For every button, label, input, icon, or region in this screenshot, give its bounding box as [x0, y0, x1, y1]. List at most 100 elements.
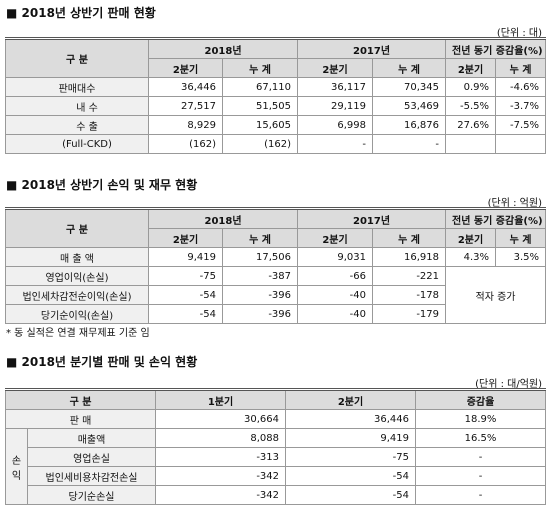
header-cell: 1분기: [155, 389, 287, 410]
header-cell: 2018년: [147, 208, 299, 229]
data-cell: -: [415, 466, 547, 486]
row-label: 법인세비용차감전손실: [26, 466, 157, 486]
data-cell: 36,117: [297, 77, 374, 97]
data-cell: -3.7%: [495, 96, 547, 116]
data-cell: 8,929: [148, 115, 223, 135]
data-cell: 53,469: [372, 96, 447, 116]
data-cell: -: [372, 134, 447, 154]
data-cell: 30,664: [155, 409, 287, 429]
data-cell: 18.9%: [415, 409, 547, 429]
header-cell: 구 분: [5, 38, 149, 78]
data-cell: 6,998: [297, 115, 374, 135]
data-cell: 9,419: [285, 428, 417, 448]
data-cell: -178: [372, 285, 447, 305]
row-label: 내 수: [5, 96, 149, 116]
data-cell: 51,505: [221, 96, 299, 116]
data-cell: -75: [285, 447, 417, 467]
row-label: 영업이익(손실): [5, 266, 149, 286]
header-cell: 2017년: [297, 208, 447, 229]
data-cell: -4.6%: [495, 77, 547, 97]
data-cell: -40: [297, 285, 374, 305]
header-cell: 누 계: [372, 58, 447, 78]
header-cell: 2017년: [297, 38, 447, 59]
data-cell: -66: [297, 266, 374, 286]
data-cell: -221: [372, 266, 447, 286]
data-cell: -387: [221, 266, 299, 286]
header-cell: 2018년: [147, 38, 299, 59]
data-cell: 36,446: [148, 77, 223, 97]
data-cell: 16,918: [372, 247, 447, 267]
row-label: 매 출 액: [5, 247, 149, 267]
data-row: 판매대수 36,446 67,110 36,117 70,345 0.9% -4.6%: [5, 77, 547, 97]
data-cell: -396: [221, 304, 299, 324]
header-cell: 누 계: [221, 228, 299, 248]
header-row: 구 분 2018년 2017년 전년 동기 증감율(%): [5, 208, 547, 248]
header-cell: 2분기: [445, 58, 497, 78]
row-label: 판매대수: [5, 77, 149, 97]
data-cell: 16,876: [372, 115, 447, 135]
header-cell: 2분기: [285, 389, 417, 410]
section-title: ■ 2018년 상반기 판매 현황: [6, 6, 156, 20]
data-cell: 67,110: [221, 77, 299, 97]
data-row: 수 출 8,929 15,605 6,998 16,876 27.6% -7.5%: [5, 115, 547, 135]
data-cell: -54: [148, 285, 223, 305]
data-cell: 4.3%: [445, 247, 497, 267]
header-cell: 누 계: [372, 228, 447, 248]
data-cell: 9,031: [297, 247, 374, 267]
data-cell: 29,119: [297, 96, 374, 116]
header-row: 구 분 1분기 2분기 증감율: [4, 389, 547, 410]
data-row: 매 출 액 9,419 17,506 9,031 16,918 4.3% 3.5%: [5, 247, 547, 267]
data-row: 법인세비용차감전손실 -342 -54-: [6, 466, 547, 486]
data-cell: 16.5%: [415, 428, 547, 448]
header-cell: 누 계: [221, 58, 299, 78]
row-label: 판 매: [4, 409, 157, 429]
header-cell: 2분기: [297, 228, 374, 248]
data-row: 영업손실 -313 -75-: [6, 447, 547, 467]
merged-note: 적자 증가: [445, 266, 547, 324]
data-row: 내 수 27,517 51,505 29,119 53,469 -5.5% -3.7%: [5, 96, 547, 116]
header-cell: 2분기: [148, 228, 223, 248]
group-label: 손익: [5, 428, 28, 505]
section-title: ■ 2018년 상반기 손익 및 재무 현황: [6, 178, 198, 192]
header-cell: 증감율: [415, 389, 547, 410]
header-row: 2분기 누 계 2분기 누 계 2분기 누 계: [6, 228, 547, 248]
data-row: 당기순이익(손실) -54 -396 -40 -179: [5, 304, 546, 324]
row-label: 영업손실: [26, 447, 157, 467]
data-cell: -313: [155, 447, 287, 467]
unit: (단위 : 대/억원): [475, 379, 542, 390]
row-label: 당기순이익(손실): [5, 304, 149, 324]
data-cell: -342: [155, 485, 287, 505]
data-row: 영업이익(손실) -75 -387 -66 -221 적자 증가: [5, 266, 547, 324]
data-cell: 9,419: [148, 247, 223, 267]
data-cell: 27,517: [148, 96, 223, 116]
income-table: 구 분 2018년 2017년 전년 동기 증감율(%) 2분기 누 계 2분기 누 계 2분기…: [5, 207, 547, 324]
header-cell: 전년 동기 증감율(%): [445, 38, 547, 59]
data-cell: 17,506: [221, 247, 299, 267]
data-cell: 27.6%: [445, 115, 497, 135]
data-cell: -75: [148, 266, 223, 286]
data-cell: -54: [285, 466, 417, 486]
data-cell: -: [415, 485, 547, 505]
data-cell: 15,605: [221, 115, 299, 135]
header-cell: 2분기: [297, 58, 374, 78]
unit: (단위 : 대): [496, 28, 542, 39]
data-cell: -7.5%: [495, 115, 547, 135]
data-cell: -40: [297, 304, 374, 324]
data-cell: 36,446: [285, 409, 417, 429]
data-cell: -: [415, 447, 547, 467]
data-cell: 8,088: [155, 428, 287, 448]
data-cell: -396: [221, 285, 299, 305]
data-row: 손익 매출액 8,088 9,419 16.5%: [5, 428, 547, 505]
data-cell: -54: [285, 485, 417, 505]
data-row: 법인세차감전순이익(손실) -54 -396 -40 -178: [5, 285, 546, 305]
section-title: ■ 2018년 분기별 판매 및 손익 현황: [6, 355, 198, 369]
data-cell: -: [297, 134, 374, 154]
row-label: (Full-CKD): [5, 134, 149, 154]
data-cell: 3.5%: [495, 247, 547, 267]
data-cell: -5.5%: [445, 96, 497, 116]
empty-cell: [445, 134, 497, 154]
empty-cell: [495, 134, 547, 154]
data-row: 판 매 30,664 36,446 18.9%: [4, 409, 547, 429]
header-cell: 구 분: [4, 389, 157, 410]
header-cell: 누 계: [495, 58, 547, 78]
